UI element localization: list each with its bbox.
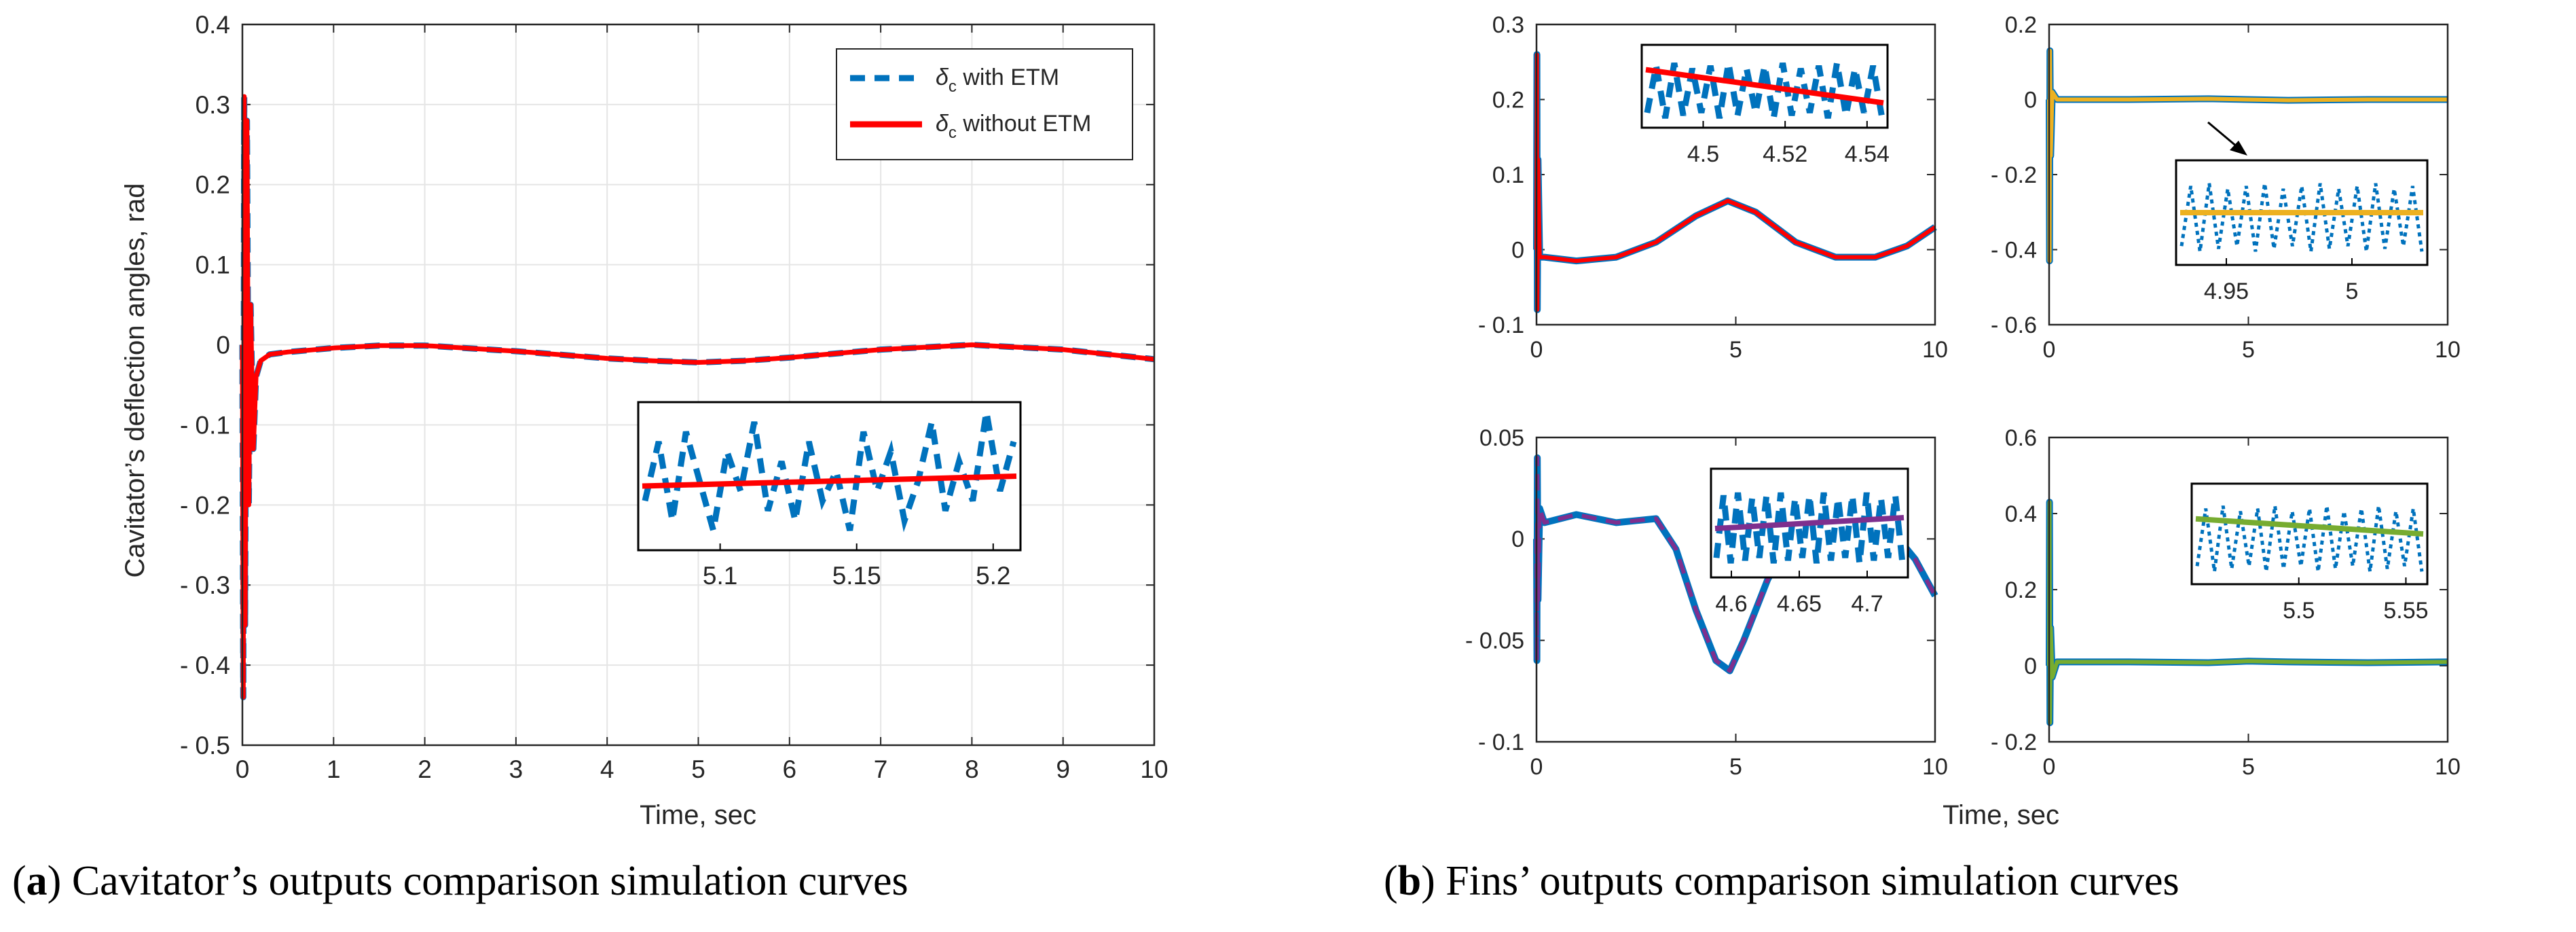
inset-tick-label-b1: 4.54 (1845, 141, 1890, 167)
x-tick-label-b2: 5 (2242, 337, 2255, 363)
inset-without-etm-a (642, 473, 1017, 489)
caption-a: (a) Cavitator’s outputs comparison simul… (12, 858, 908, 904)
inset-tick-label-b3: 4.6 (1715, 591, 1747, 617)
inset-tick-label-b2: 5 (2346, 279, 2359, 304)
axes-box-b2 (2048, 23, 2449, 326)
y-tick-label-b4: - 0.2 (1991, 730, 2037, 755)
inset-tick-label-b4: 5.55 (2383, 598, 2428, 624)
x-tick-label-b1: 0 (1530, 337, 1543, 363)
y-tick-label-b2: 0 (2024, 87, 2037, 113)
y-tick-label-b2: - 0.6 (1991, 312, 2037, 338)
y-tick-label-b1: 0.3 (1492, 12, 1524, 38)
x-tick-label-a: 1 (327, 755, 341, 783)
axes-box-b4 (2048, 436, 2449, 743)
x-tick-label-b3: 10 (1922, 754, 1948, 780)
y-tick-label-a: 0.1 (196, 251, 230, 279)
legend-box (836, 48, 1133, 160)
y-tick-label-a: - 0.5 (180, 732, 230, 759)
inset-tick-label-a: 5.15 (832, 562, 881, 590)
inset-tick-label-b4: 5.5 (2283, 598, 2315, 624)
axes-box-b3 (1535, 436, 1936, 743)
axes-box-a (241, 23, 1156, 747)
x-tick-label-b1: 5 (1729, 337, 1742, 363)
y-tick-label-b3: - 0.1 (1478, 730, 1524, 755)
inset-with-etm-a (642, 411, 1017, 533)
y-tick-label-b2: - 0.4 (1991, 237, 2037, 263)
x-tick-label-b3: 0 (1530, 754, 1543, 780)
x-tick-label-a: 5 (691, 755, 705, 783)
x-tick-label-b1: 10 (1922, 337, 1948, 363)
inset-with-etm-b3 (1713, 492, 1906, 564)
y-tick-label-a: - 0.4 (180, 651, 230, 679)
x-tick-label-a: 4 (600, 755, 614, 783)
y-tick-label-a: 0 (216, 331, 230, 359)
x-tick-label-b3: 5 (1729, 754, 1742, 780)
inset-with-etm-b4 (2195, 505, 2424, 572)
x-tick-label-b4: 0 (2043, 754, 2056, 780)
x-tick-label-a: 3 (509, 755, 523, 783)
y-tick-label-b1: 0.1 (1492, 162, 1524, 188)
x-tick-label-b2: 0 (2043, 337, 2056, 363)
x-tick-label-a: 8 (965, 755, 979, 783)
y-tick-label-a: 0.3 (196, 91, 230, 119)
fin1-without-etm-line (1534, 52, 1936, 312)
y-tick-label-b3: - 0.05 (1465, 628, 1524, 654)
inset-tick-label-a: 5.2 (976, 562, 1010, 590)
y-axis-label-a: Cavitator’s deflection angles, rad (120, 183, 150, 577)
x-tick-label-b2: 10 (2435, 337, 2461, 363)
y-tick-label-b4: 0.4 (2005, 501, 2037, 527)
fin3-without-etm-line (1534, 455, 1937, 673)
inset-tick-label-b2: 4.95 (2204, 279, 2249, 304)
x-axis-label-b: Time, sec (1943, 800, 2059, 830)
inset-tick-label-b1: 4.52 (1763, 141, 1807, 167)
y-tick-label-a: 0.4 (196, 11, 230, 39)
inset-tick-label-b3: 4.7 (1851, 591, 1883, 617)
x-tick-label-b4: 10 (2435, 754, 2461, 780)
x-tick-label-a: 2 (418, 755, 432, 783)
y-tick-label-a: - 0.2 (180, 491, 230, 519)
y-tick-label-b4: 0.2 (2005, 577, 2037, 603)
x-tick-label-a: 10 (1140, 755, 1168, 783)
x-tick-label-a: 7 (874, 755, 888, 783)
y-tick-label-b3: 0 (1511, 526, 1524, 552)
y-tick-label-b2: 0.2 (2005, 12, 2037, 38)
inset-tick-label-b3: 4.65 (1777, 591, 1822, 617)
y-tick-label-b4: 0.6 (2005, 425, 2037, 451)
x-tick-label-b4: 5 (2242, 754, 2255, 780)
y-tick-label-b3: 0.05 (1479, 425, 1524, 451)
y-tick-label-a: - 0.3 (180, 571, 230, 599)
inset-tick-label-b1: 4.5 (1687, 141, 1719, 167)
x-axis-label-a: Time, sec (640, 800, 756, 830)
inset-tick-label-a: 5.1 (703, 562, 737, 590)
caption-b: (b) Fins’ outputs comparison simulation … (1384, 858, 2179, 904)
y-tick-label-a: 0.2 (196, 171, 230, 199)
y-tick-label-b1: - 0.1 (1478, 312, 1524, 338)
y-tick-label-b1: 0 (1511, 237, 1524, 263)
x-tick-label-a: 6 (783, 755, 797, 783)
annotation-arrow-head (2230, 141, 2247, 156)
inset-without-etm-b4 (2195, 516, 2424, 537)
y-tick-label-b2: - 0.2 (1991, 162, 2037, 188)
legend-label-with-etm: δc with ETM (936, 65, 1059, 96)
series-without-etm-line (240, 94, 1155, 700)
y-tick-label-b4: 0 (2024, 653, 2037, 679)
y-tick-label-a: - 0.1 (180, 411, 230, 439)
x-tick-label-a: 0 (236, 755, 250, 783)
y-tick-label-b1: 0.2 (1492, 87, 1524, 113)
inset-without-etm-b1 (1645, 67, 1884, 106)
x-tick-label-a: 9 (1056, 755, 1070, 783)
axes-box-b1 (1535, 23, 1936, 326)
legend-label-without-etm: δc without ETM (936, 111, 1091, 142)
inset-without-etm-b3 (1714, 515, 1905, 531)
